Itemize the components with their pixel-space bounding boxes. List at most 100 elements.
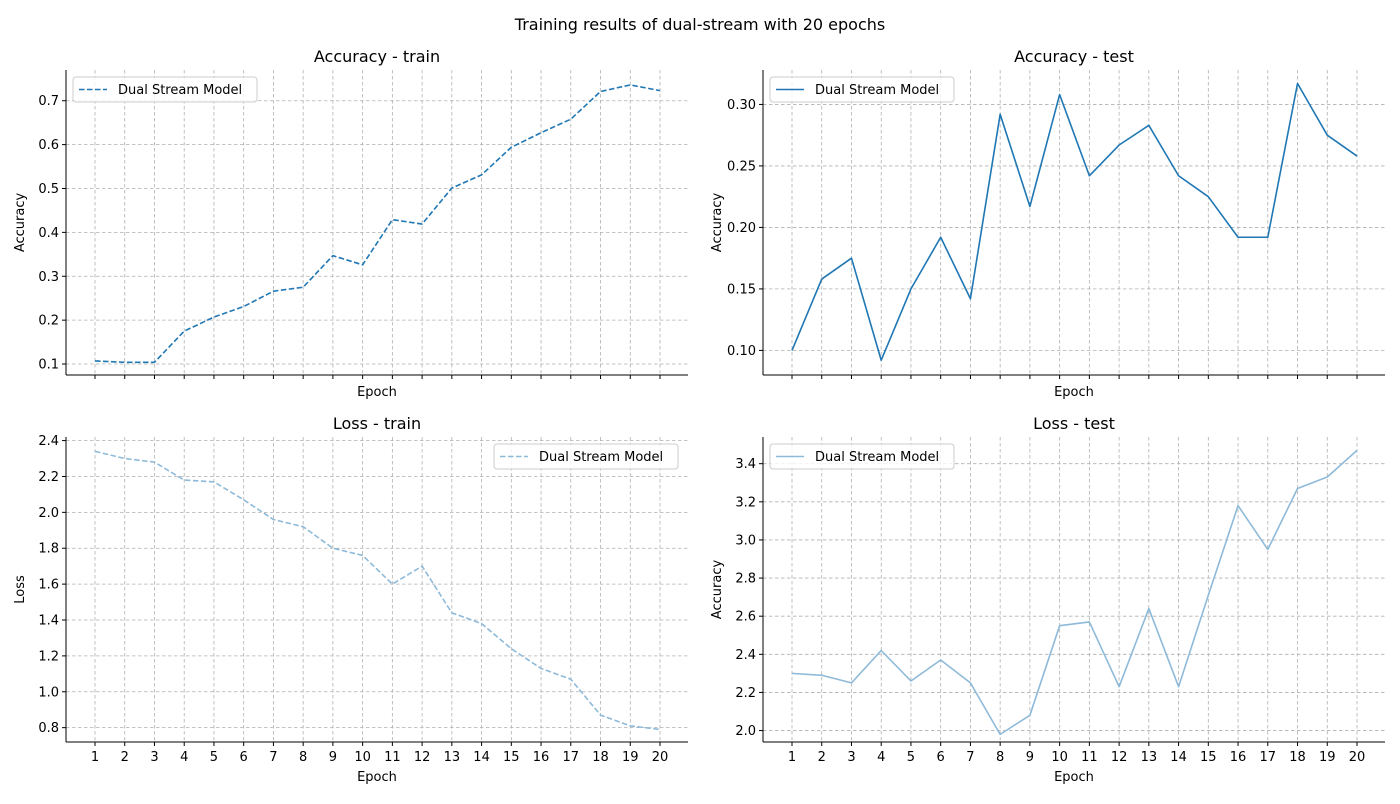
y-axis-label: Accuracy — [710, 193, 725, 253]
y-tick-label: 0.3 — [38, 270, 59, 285]
legend: Dual Stream Model — [494, 444, 678, 469]
y-tick-label: 1.0 — [38, 685, 59, 700]
y-tick-label: 3.0 — [735, 533, 756, 548]
x-tick-label: 20 — [1349, 750, 1366, 765]
series-line — [95, 451, 660, 729]
x-tick-label: 19 — [622, 750, 639, 765]
x-tick-label: 10 — [1051, 750, 1068, 765]
x-tick-label: 5 — [210, 750, 218, 765]
y-tick-label: 1.8 — [38, 542, 59, 557]
y-tick-label: 0.2 — [38, 314, 59, 329]
x-tick-label: 14 — [473, 750, 490, 765]
y-tick-label: 2.4 — [735, 648, 756, 663]
y-axis-label: Loss — [13, 575, 28, 604]
subplot-title: Loss - train — [333, 414, 421, 433]
x-tick-label: 16 — [533, 750, 550, 765]
x-tick-label: 12 — [414, 750, 431, 765]
legend-label: Dual Stream Model — [539, 450, 663, 465]
x-tick-label: 1 — [91, 750, 99, 765]
x-tick-label: 17 — [1260, 750, 1277, 765]
x-axis-label: Epoch — [357, 770, 397, 785]
x-tick-label: 7 — [966, 750, 974, 765]
y-tick-label: 2.6 — [735, 610, 756, 625]
y-axis-label: Accuracy — [13, 193, 28, 253]
x-tick-label: 9 — [329, 750, 337, 765]
legend-label: Dual Stream Model — [815, 83, 939, 98]
y-tick-label: 1.4 — [38, 614, 59, 629]
series-line — [95, 85, 660, 362]
y-tick-label: 0.7 — [38, 94, 59, 109]
x-axis-label: Epoch — [357, 385, 397, 400]
x-tick-label: 9 — [1026, 750, 1034, 765]
y-tick-label: 0.15 — [727, 282, 756, 297]
y-tick-label: 0.25 — [727, 159, 756, 174]
legend-label: Dual Stream Model — [815, 450, 939, 465]
x-tick-label: 13 — [444, 750, 461, 765]
x-tick-label: 2 — [818, 750, 826, 765]
y-tick-label: 0.4 — [38, 226, 59, 241]
x-tick-label: 6 — [937, 750, 945, 765]
x-tick-label: 17 — [563, 750, 580, 765]
subplot-1: 0.1 0.2 0.3 0.4 0.5 0.6 0.7 Accuracy - train Epo… — [13, 47, 688, 400]
y-tick-label: 0.20 — [727, 221, 756, 236]
x-tick-label: 2 — [121, 750, 129, 765]
subplot-2: 0.10 0.15 0.20 0.25 0.30 Accuracy - test Epoch… — [710, 47, 1385, 400]
x-axis-label: Epoch — [1054, 770, 1094, 785]
x-axis-label: Epoch — [1054, 385, 1094, 400]
x-tick-label: 6 — [240, 750, 248, 765]
x-tick-label: 11 — [384, 750, 401, 765]
x-tick-label: 5 — [907, 750, 915, 765]
subplot-title: Loss - test — [1033, 414, 1115, 433]
x-tick-label: 16 — [1230, 750, 1247, 765]
y-tick-label: 0.10 — [727, 344, 756, 359]
x-tick-label: 15 — [1200, 750, 1217, 765]
figure-suptitle: Training results of dual-stream with 20 … — [514, 15, 885, 34]
x-tick-label: 13 — [1141, 750, 1158, 765]
x-tick-label: 19 — [1319, 750, 1336, 765]
y-tick-label: 1.2 — [38, 649, 59, 664]
x-tick-label: 1 — [788, 750, 796, 765]
y-tick-label: 0.30 — [727, 98, 756, 113]
y-axis-label: Accuracy — [710, 560, 725, 620]
subplot-grid: 0.1 0.2 0.3 0.4 0.5 0.6 0.7 Accuracy - train Epo… — [13, 47, 1385, 785]
subplot-title: Accuracy - train — [314, 47, 440, 66]
y-tick-label: 2.0 — [38, 506, 59, 521]
legend: Dual Stream Model — [770, 444, 954, 469]
y-tick-label: 0.8 — [38, 721, 59, 736]
series-line — [792, 450, 1357, 734]
y-tick-label: 2.8 — [735, 572, 756, 587]
x-tick-label: 8 — [996, 750, 1004, 765]
y-tick-label: 0.6 — [38, 138, 59, 153]
x-tick-label: 8 — [299, 750, 307, 765]
y-tick-label: 2.2 — [38, 470, 59, 485]
legend: Dual Stream Model — [770, 77, 954, 102]
x-tick-label: 3 — [150, 750, 158, 765]
subplot-title: Accuracy - test — [1014, 47, 1134, 66]
y-tick-label: 0.1 — [38, 358, 59, 373]
x-tick-label: 4 — [180, 750, 188, 765]
x-tick-label: 14 — [1170, 750, 1187, 765]
y-tick-label: 0.5 — [38, 182, 59, 197]
x-tick-label: 12 — [1111, 750, 1128, 765]
y-tick-label: 3.4 — [735, 457, 756, 472]
x-tick-label: 10 — [354, 750, 371, 765]
y-tick-label: 2.0 — [735, 724, 756, 739]
legend-label: Dual Stream Model — [118, 83, 242, 98]
x-tick-label: 18 — [592, 750, 609, 765]
x-tick-label: 3 — [847, 750, 855, 765]
series-line — [792, 84, 1357, 361]
x-tick-label: 18 — [1289, 750, 1306, 765]
x-tick-label: 20 — [652, 750, 669, 765]
legend: Dual Stream Model — [73, 77, 257, 102]
x-tick-label: 15 — [503, 750, 520, 765]
x-tick-label: 4 — [877, 750, 885, 765]
x-tick-label: 7 — [269, 750, 277, 765]
y-tick-label: 2.2 — [735, 686, 756, 701]
x-tick-label: 11 — [1081, 750, 1098, 765]
y-tick-label: 2.4 — [38, 434, 59, 449]
y-tick-label: 1.6 — [38, 578, 59, 593]
